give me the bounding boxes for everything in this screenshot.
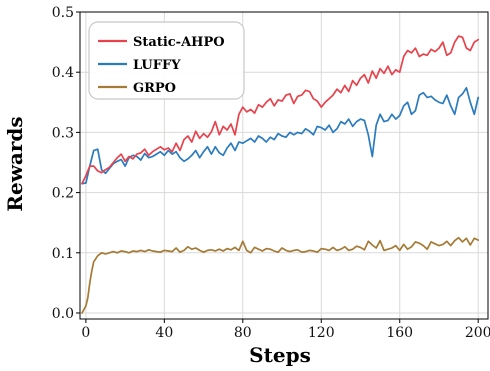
x-tick-label: 0 xyxy=(81,325,90,341)
series-line-luffy xyxy=(81,86,480,185)
y-tick-label: 0.5 xyxy=(52,5,74,21)
x-tick-label: 80 xyxy=(234,325,252,341)
series-line-static-ahpo xyxy=(81,35,480,185)
legend-label-static-ahpo: Static-AHPO xyxy=(133,35,225,50)
legend: Static-AHPO LUFFY GRPO xyxy=(88,21,245,100)
series-line-grpo xyxy=(81,236,480,314)
x-tick-label: 200 xyxy=(465,325,490,341)
x-axis-ticks: 0 40 80 120 160 200 xyxy=(81,319,490,341)
y-axis-label: Rewards xyxy=(3,116,27,211)
legend-label-grpo: GRPO xyxy=(133,81,176,96)
y-tick-label: 0.1 xyxy=(52,246,74,262)
x-tick-label: 120 xyxy=(308,325,335,341)
legend-label-luffy: LUFFY xyxy=(133,58,181,73)
y-tick-label: 0.0 xyxy=(52,306,74,322)
x-tick-label: 40 xyxy=(155,325,173,341)
series-layer xyxy=(81,35,480,314)
y-tick-label: 0.2 xyxy=(52,186,74,202)
y-axis-ticks: 0.0 0.1 0.2 0.3 0.4 0.5 xyxy=(52,5,80,322)
x-axis-label: Steps xyxy=(249,343,311,367)
plot-frame xyxy=(79,11,489,320)
x-tick-label: 160 xyxy=(386,325,413,341)
y-tick-label: 0.3 xyxy=(52,125,74,141)
legend-box xyxy=(88,21,245,100)
y-tick-label: 0.4 xyxy=(52,65,74,81)
